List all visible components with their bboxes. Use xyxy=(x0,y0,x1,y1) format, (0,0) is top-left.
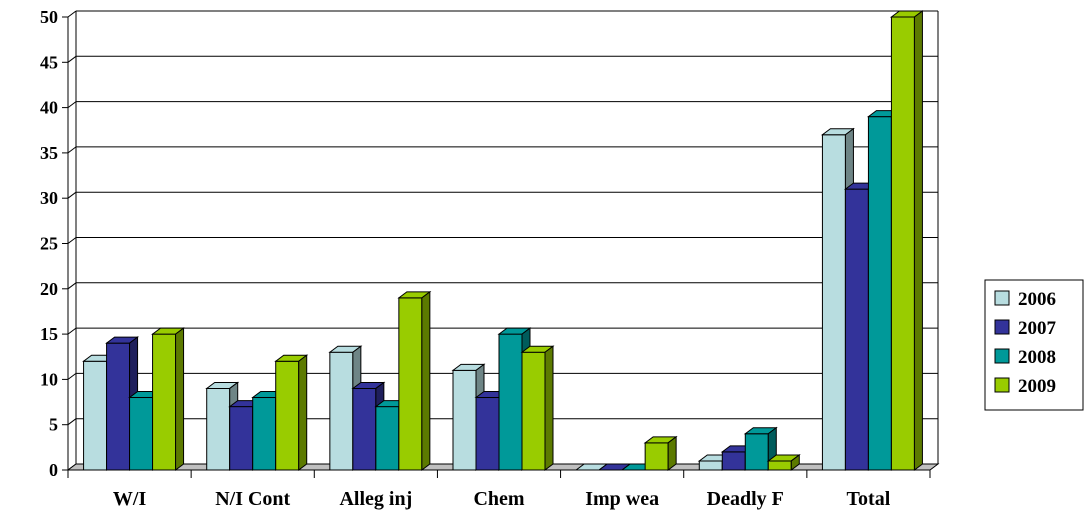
side-wall-line xyxy=(67,10,77,18)
x-axis: W/I N/I Cont Alleg inj Chem Imp wea Deadly F T… xyxy=(67,469,931,510)
y-axis: 0 5 10 15 20 25 30 35 40 45 50 xyxy=(40,7,69,480)
bar-front xyxy=(206,387,231,471)
y-tick-label: 30 xyxy=(40,188,58,208)
y-tick-label: 5 xyxy=(49,415,58,435)
legend-label: 2009 xyxy=(1018,376,1056,397)
bar-front xyxy=(252,397,277,471)
bar-side xyxy=(913,10,923,471)
bars xyxy=(82,10,924,471)
bar-front xyxy=(329,351,354,471)
x-tick-label: Chem xyxy=(473,488,524,510)
bar-side xyxy=(790,453,800,471)
bar-side xyxy=(544,345,554,471)
bar xyxy=(889,10,924,471)
y-tick-label: 50 xyxy=(40,7,58,27)
side-wall-line xyxy=(67,55,77,63)
bar-front xyxy=(644,442,669,471)
bar-front xyxy=(521,351,546,471)
x-tick-label: W/I xyxy=(113,488,147,510)
bar-front xyxy=(498,333,523,471)
y-tick-label: 40 xyxy=(40,98,58,118)
bar-front xyxy=(229,406,254,471)
legend-swatch xyxy=(994,348,1010,364)
bar xyxy=(151,327,186,471)
legend-swatch xyxy=(994,319,1010,335)
side-wall-line xyxy=(67,237,77,244)
x-tick-label: N/I Cont xyxy=(215,488,290,510)
bar-front xyxy=(352,387,377,471)
bar xyxy=(274,354,309,471)
bar-front xyxy=(452,369,477,471)
legend-label: 2006 xyxy=(1018,289,1056,310)
y-tick-label: 15 xyxy=(40,324,58,344)
side-wall-line xyxy=(67,418,77,426)
y-tick-label: 45 xyxy=(40,52,58,72)
y-tick-label: 35 xyxy=(40,143,58,163)
legend-label: 2007 xyxy=(1018,318,1057,339)
legend-label: 2008 xyxy=(1018,347,1056,368)
bar-side xyxy=(667,435,677,471)
legend-swatch xyxy=(994,290,1010,306)
bar-side xyxy=(298,354,308,471)
side-wall-line xyxy=(67,282,77,290)
y-tick-label: 20 xyxy=(40,279,58,299)
x-tick-label: Deadly F xyxy=(707,488,784,510)
bar-front xyxy=(767,460,792,471)
bar-front xyxy=(106,342,131,471)
bar-side xyxy=(421,290,431,471)
bar-front xyxy=(398,297,423,471)
x-tick-label: Imp wea xyxy=(585,488,659,510)
legend: 2006 2007 2008 2009 xyxy=(984,279,1084,411)
bar-side xyxy=(175,327,185,471)
bar-front xyxy=(129,397,154,471)
bar-front xyxy=(475,397,500,471)
bar-front xyxy=(867,116,892,471)
bar-front xyxy=(844,188,869,471)
side-wall-line xyxy=(67,327,77,335)
side-wall-line xyxy=(67,191,77,199)
bar xyxy=(397,290,432,471)
bar-front xyxy=(152,333,177,471)
side-wall-line xyxy=(67,101,77,108)
bar-front xyxy=(890,16,915,471)
bar-front xyxy=(744,433,769,471)
y-tick-label: 10 xyxy=(40,369,58,389)
legend-swatch xyxy=(994,377,1010,393)
y-tick-label: 25 xyxy=(40,234,58,254)
bar xyxy=(643,435,678,471)
bar xyxy=(520,345,555,471)
bar xyxy=(743,426,778,471)
bar-front xyxy=(83,360,108,471)
y-tick-label: 0 xyxy=(49,460,58,480)
bar-front xyxy=(721,451,746,471)
side-wall-line xyxy=(67,146,77,154)
bar-front xyxy=(698,460,723,471)
x-tick-label: Alleg inj xyxy=(339,488,412,510)
bar-front xyxy=(821,134,846,471)
bar-front xyxy=(375,406,400,471)
side-wall-line xyxy=(67,372,77,380)
bar-front xyxy=(275,360,300,471)
bar xyxy=(766,453,801,471)
x-tick-label: Total xyxy=(847,488,891,510)
